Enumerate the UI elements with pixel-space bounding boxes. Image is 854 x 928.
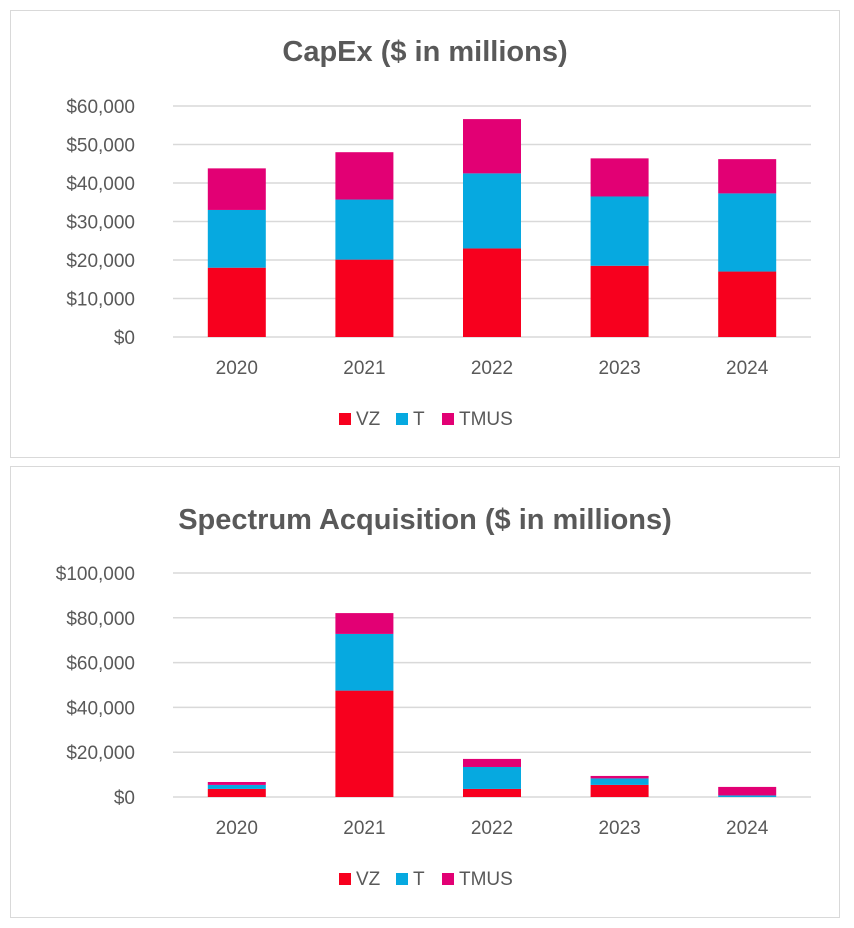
legend-swatch-vz (339, 413, 351, 425)
chart-title: Spectrum Acquisition ($ in millions) (178, 504, 672, 536)
y-tick-label: $10,000 (66, 290, 135, 311)
x-tick-label: 2024 (726, 818, 769, 839)
legend-label-t: T (413, 869, 425, 890)
bar-vz-2022 (463, 788, 521, 797)
legend-swatch-tmus (442, 413, 454, 425)
bar-tmus-2020 (207, 168, 266, 210)
bar-t-2024 (718, 795, 777, 797)
legend-swatch-t (396, 873, 408, 885)
y-tick-label: $50,000 (66, 136, 135, 157)
legend-label-tmus: TMUS (459, 869, 513, 890)
bar-t-2022 (463, 766, 521, 789)
y-tick-label: $40,000 (66, 174, 135, 195)
x-tick-label: 2023 (598, 358, 640, 379)
bar-tmus-2022 (463, 119, 521, 174)
bar-tmus-2024 (718, 159, 777, 194)
x-tick-label: 2022 (471, 358, 513, 379)
bar-t-2023 (590, 196, 649, 266)
bar-tmus-2020 (207, 781, 266, 785)
bar-t-2020 (207, 784, 266, 789)
chart-title: CapEx ($ in millions) (282, 36, 567, 68)
bar-t-2020 (207, 209, 266, 268)
y-tick-label: $20,000 (66, 251, 135, 272)
capex-chart: CapEx ($ in millions) $0 $10,000 $20,000 $30… (66, 36, 811, 430)
y-tick-label: $0 (114, 788, 135, 809)
bar-vz-2024 (718, 271, 777, 337)
bar-tmus-2021 (335, 152, 394, 200)
bar-vz-2022 (463, 248, 521, 337)
bar-vz-2023 (590, 784, 649, 797)
legend-label-tmus: TMUS (459, 409, 513, 430)
bar-tmus-2023 (590, 158, 649, 197)
x-tick-label: 2022 (471, 818, 513, 839)
y-tick-label: $20,000 (66, 743, 135, 764)
legend-label-t: T (413, 409, 425, 430)
x-tick-label: 2021 (343, 818, 385, 839)
bar-tmus-2022 (463, 758, 521, 767)
x-tick-label: 2023 (598, 818, 640, 839)
x-tick-label: 2020 (216, 358, 258, 379)
bar-t-2023 (590, 778, 649, 785)
bar-vz-2023 (590, 265, 649, 337)
y-tick-label: $0 (114, 328, 135, 349)
bar-tmus-2023 (590, 775, 649, 779)
bar-tmus-2021 (335, 613, 394, 634)
bar-vz-2021 (335, 690, 394, 797)
x-tick-label: 2020 (216, 818, 258, 839)
bar-vz-2021 (335, 259, 394, 337)
bar-t-2022 (463, 173, 521, 249)
legend-label-vz: VZ (356, 409, 381, 430)
bar-vz-2020 (207, 788, 266, 797)
y-tick-label: $30,000 (66, 213, 135, 234)
y-tick-label: $40,000 (66, 698, 135, 719)
y-tick-label: $60,000 (66, 97, 135, 118)
spectrum-chart-panel: Spectrum Acquisition ($ in millions) $0 $2… (10, 466, 840, 918)
x-tick-label: 2024 (726, 358, 769, 379)
legend-swatch-vz (339, 873, 351, 885)
bar-t-2024 (718, 193, 777, 272)
y-tick-label: $100,000 (56, 564, 135, 585)
legend-label-vz: VZ (356, 869, 381, 890)
bar-t-2021 (335, 633, 394, 691)
x-tick-label: 2021 (343, 358, 385, 379)
y-tick-label: $60,000 (66, 654, 135, 675)
y-tick-label: $80,000 (66, 609, 135, 630)
bar-t-2021 (335, 199, 394, 260)
legend-swatch-tmus (442, 873, 454, 885)
legend-swatch-t (396, 413, 408, 425)
bar-tmus-2024 (718, 786, 777, 796)
capex-chart-panel: CapEx ($ in millions) $0 $10,000 $20,000 $30… (10, 10, 840, 458)
bar-vz-2020 (207, 267, 266, 337)
spectrum-chart: Spectrum Acquisition ($ in millions) $0 $2… (56, 504, 811, 890)
